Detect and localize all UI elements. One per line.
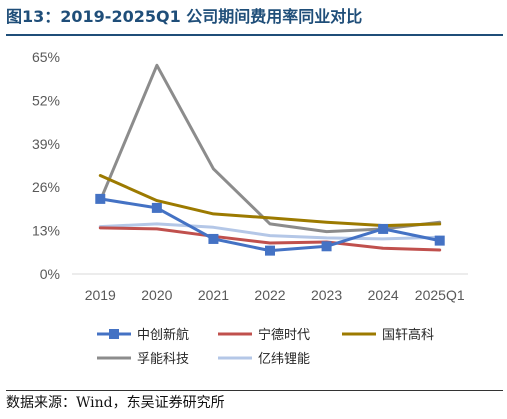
figure-title: 图13：2019-2025Q1 公司期间费用率同业对比 [6, 2, 503, 36]
x-tick-label: 2022 [254, 287, 285, 303]
series-line-5 [98, 222, 442, 241]
legend-label: 中创新航 [137, 327, 189, 343]
series-line-3 [98, 174, 442, 228]
data-point-marker [208, 233, 219, 244]
data-point-marker [265, 245, 275, 256]
legend-label: 国轩高科 [382, 327, 434, 343]
data-point-marker [151, 202, 162, 213]
y-tick-label: 0% [40, 266, 60, 282]
data-source: 数据来源：Wind，东吴证券研究所 [6, 390, 503, 416]
data-point-marker [434, 235, 445, 246]
x-tick-label: 2024 [368, 287, 399, 303]
x-tick-label: 2019 [85, 287, 116, 303]
legend-label: 宁德时代 [258, 327, 310, 343]
y-tick-label: 13% [32, 223, 60, 239]
x-axis-ticks: 2019 2020 2021 2022 2023 2024 2025Q1 [85, 287, 465, 303]
series-lines [95, 63, 445, 256]
x-tick-label: 2025Q1 [415, 287, 465, 303]
y-axis-ticks: 0% 13% 26% 39% 52% 65% [32, 49, 60, 282]
line-chart: 0%13%26%39%52%65% 2019 2020 2021 2022 2023 20… [32, 49, 468, 367]
data-point-marker [321, 241, 332, 252]
x-tick-label: 2023 [311, 287, 342, 303]
y-tick-label: 65% [32, 49, 60, 65]
data-point-marker [378, 223, 389, 234]
legend-label: 孚能科技 [137, 352, 189, 367]
legend-marker [109, 329, 119, 339]
y-tick-label: 39% [32, 136, 60, 152]
x-tick-label: 2021 [198, 287, 229, 303]
data-point-marker [95, 193, 106, 204]
legend-label: 亿纬锂能 [258, 352, 310, 367]
y-tick-label: 52% [32, 92, 60, 108]
x-tick-label: 2020 [141, 287, 172, 303]
series-line-2 [98, 226, 442, 252]
y-tick-label: 26% [32, 179, 60, 195]
